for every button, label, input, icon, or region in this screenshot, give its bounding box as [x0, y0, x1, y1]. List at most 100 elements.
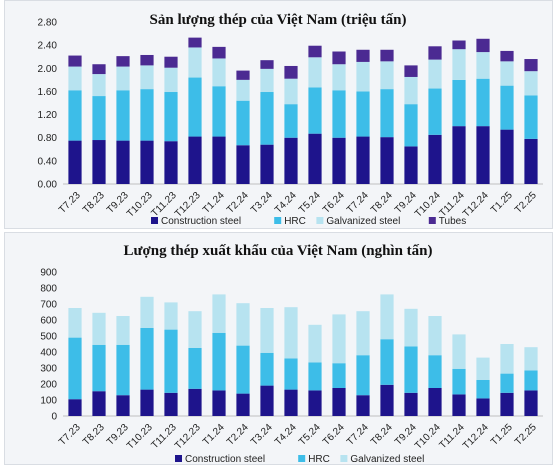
bar-segment-galvanized-steel — [380, 61, 394, 90]
bar-segment-construction-steel — [188, 388, 202, 416]
bar-segment-galvanized-steel — [284, 78, 298, 105]
legend-label-construction-steel: Construction steel — [185, 454, 265, 464]
bar-segment-construction-steel — [140, 389, 154, 416]
export-chart: Lượng thép xuất khẩu của Việt Nam (nghìn… — [40, 243, 543, 464]
bar-segment-galvanized-steel — [140, 65, 154, 90]
bar-segment-hrc — [68, 90, 82, 141]
chart-title: Lượng thép xuất khẩu của Việt Nam (nghìn… — [123, 243, 432, 259]
bar-segment-hrc — [68, 337, 82, 400]
bar-segment-tubes — [236, 70, 250, 80]
y-tick-label: 600 — [40, 316, 57, 327]
bar-segment-construction-steel — [452, 126, 466, 184]
bar-segment-galvanized-steel — [116, 316, 130, 345]
bar-segment-tubes — [140, 54, 154, 66]
legend-label-construction-steel: Construction steel — [161, 216, 241, 227]
bar-segment-hrc — [332, 363, 346, 388]
bar-segment-construction-steel — [260, 144, 274, 184]
bar-segment-hrc — [284, 358, 298, 390]
bar-segment-galvanized-steel — [356, 61, 370, 92]
bar-segment-hrc — [380, 89, 394, 138]
bar-segment-hrc — [428, 355, 442, 388]
bar-segment-galvanized-steel — [428, 59, 442, 89]
bar-segment-galvanized-steel — [260, 68, 274, 93]
x-tick-label: T3.24 — [249, 190, 275, 216]
bar-segment-galvanized-steel — [140, 296, 154, 328]
y-tick-label: 800 — [40, 284, 57, 295]
y-tick-label: 2.00 — [38, 64, 58, 75]
bar-segment-construction-steel — [500, 392, 514, 416]
bar-segment-hrc — [140, 89, 154, 141]
legend-label-hrc: HRC — [308, 454, 330, 464]
bar-segment-construction-steel — [452, 394, 466, 416]
legend-label-tubes: Tubes — [439, 216, 466, 227]
bar-segment-construction-steel — [164, 392, 178, 416]
bar-segment-hrc — [308, 87, 322, 134]
bar-segment-construction-steel — [404, 392, 418, 416]
bar-segment-hrc — [236, 345, 250, 394]
bar-segment-hrc — [476, 78, 490, 127]
export-chart-panel: Lượng thép xuất khẩu của Việt Nam (nghìn… — [4, 232, 553, 465]
legend-swatch-galvanized-steel — [340, 455, 348, 462]
bar-segment-tubes — [524, 59, 538, 72]
bar-segment-hrc — [92, 344, 106, 392]
chart-legend: Construction steel HRC Galvanized steel Tub… — [151, 216, 466, 227]
legend-label-galvanized-steel: Galvanized steel — [326, 216, 400, 227]
bar-segment-galvanized-steel — [236, 303, 250, 346]
bar-segment-construction-steel — [284, 137, 298, 184]
chart-legend: Construction steel HRC Galvanized steel — [175, 454, 424, 464]
bar-segment-hrc — [260, 92, 274, 145]
x-tick-label: T10.23 — [125, 190, 155, 220]
bar-segment-construction-steel — [116, 140, 130, 184]
bar-segment-construction-steel — [212, 136, 226, 184]
bar-segment-galvanized-steel — [332, 64, 346, 91]
bar-segment-galvanized-steel — [188, 311, 202, 348]
x-tick-label: T7.24 — [345, 190, 371, 216]
bar-segment-hrc — [452, 79, 466, 127]
legend-swatch-hrc — [298, 455, 306, 462]
bar-segment-tubes — [116, 56, 130, 67]
bar-segment-construction-steel — [380, 384, 394, 416]
bar-segment-galvanized-steel — [92, 74, 106, 97]
y-tick-label: 500 — [40, 332, 57, 343]
x-tick-label: T7.23 — [57, 422, 83, 448]
x-tick-label: T1.25 — [489, 422, 515, 448]
bar-segment-construction-steel — [404, 146, 418, 184]
bar-segment-galvanized-steel — [332, 314, 346, 364]
y-tick-label: 0.40 — [38, 156, 58, 167]
y-tick-label: 900 — [40, 268, 57, 279]
bar-segment-construction-steel — [428, 388, 442, 416]
bar-segment-tubes — [188, 37, 202, 48]
x-tick-label: T6.24 — [321, 422, 347, 448]
legend-swatch-construction-steel — [151, 217, 158, 224]
bar-segment-galvanized-steel — [68, 66, 82, 91]
y-tick-label: 0 — [51, 412, 57, 423]
bar-segment-hrc — [116, 90, 130, 141]
bar-segment-galvanized-steel — [404, 76, 418, 105]
x-tick-label: T2.24 — [225, 422, 251, 448]
bar-segment-tubes — [212, 46, 226, 59]
bar-segment-construction-steel — [308, 390, 322, 416]
x-tick-label: T1.24 — [201, 422, 227, 448]
bar-segment-tubes — [284, 65, 298, 79]
y-tick-label: 1.60 — [38, 87, 58, 98]
bar-segment-construction-steel — [332, 388, 346, 416]
x-tick-label: T7.24 — [345, 422, 371, 448]
bar-segment-construction-steel — [212, 390, 226, 416]
bar-segment-hrc — [188, 348, 202, 389]
bar-segment-galvanized-steel — [500, 344, 514, 374]
bar-segment-hrc — [380, 339, 394, 385]
bar-segment-tubes — [404, 65, 418, 77]
bar-segment-hrc — [476, 380, 490, 399]
bar-segment-construction-steel — [308, 133, 322, 184]
x-tick-label: T1.24 — [201, 190, 227, 216]
legend-swatch-tubes — [428, 217, 436, 224]
bar-segment-construction-steel — [236, 393, 250, 416]
x-tick-label: T2.25 — [513, 422, 539, 448]
bar-segment-hrc — [404, 104, 418, 147]
bar-segment-construction-steel — [476, 398, 490, 416]
x-tick-label: T12.24 — [461, 422, 491, 452]
bar-segment-hrc — [500, 373, 514, 393]
x-tick-label: T5.24 — [297, 422, 323, 448]
bar-segment-galvanized-steel — [380, 294, 394, 340]
bar-segment-galvanized-steel — [524, 71, 538, 96]
